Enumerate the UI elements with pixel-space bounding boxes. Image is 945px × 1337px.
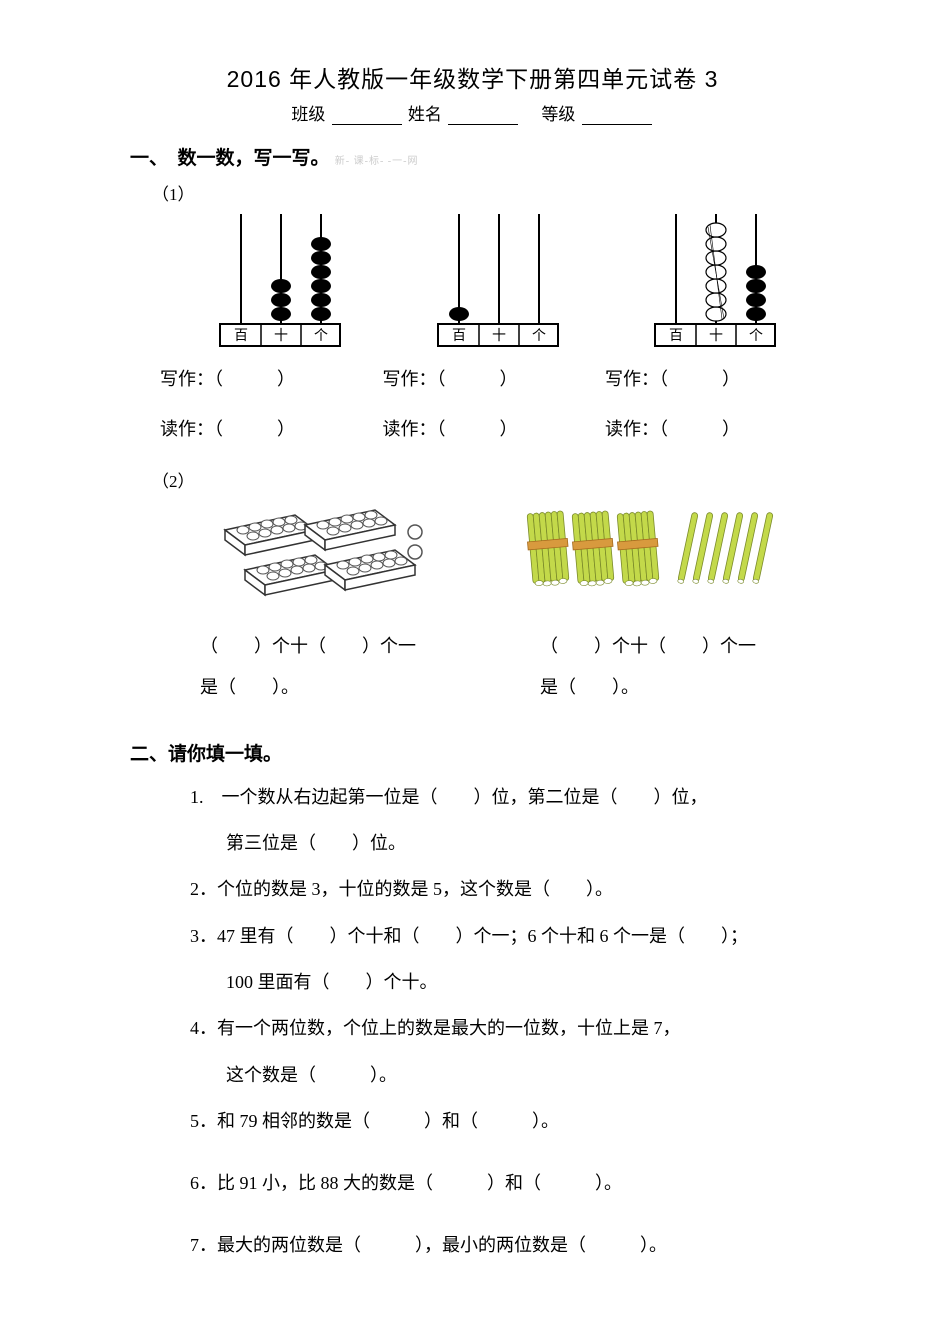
read-1[interactable]: 读作：（ ）: [160, 415, 370, 441]
page-title: 2016 年人教版一年级数学下册第四单元试卷 3: [130, 60, 815, 94]
abacus-icon: 百 十 个: [215, 209, 345, 349]
egg-carton-icon: [215, 502, 435, 602]
name-label: 姓名: [408, 105, 442, 124]
eggs-group: （ ）个十（ ）个一 是（ ）。: [190, 502, 460, 709]
fill-item-3b[interactable]: 100 里面有（ ）个十。: [190, 961, 815, 1003]
abacus-icon: 百 十 个: [433, 209, 563, 349]
write-row: 写作：（ ） 写作：（ ） 写作：（ ）: [130, 365, 815, 391]
fill-item-1[interactable]: 1. 一个数从右边起第一位是（ ）位，第二位是（ ）位，: [190, 776, 815, 818]
svg-text:十: 十: [709, 328, 723, 344]
grade-label: 等级: [541, 105, 575, 124]
fill-item-4b[interactable]: 这个数是（ ）。: [190, 1054, 815, 1096]
section-2-heading: 二、请你填一填。: [130, 739, 815, 766]
abacus-icon: 百 十 个: [650, 209, 780, 349]
fill-item-6[interactable]: 6．比 91 小，比 88 大的数是（ ）和（ ）。: [190, 1162, 815, 1204]
q2-number: （2）: [152, 467, 815, 492]
svg-text:个: 个: [749, 328, 763, 344]
svg-text:十: 十: [492, 328, 506, 344]
abacus-row: 百 十 个: [130, 209, 815, 349]
write-2[interactable]: 写作：（ ）: [383, 365, 593, 391]
eggs-text[interactable]: （ ）个十（ ）个一 是（ ）。: [190, 626, 460, 709]
q2-row: （ ）个十（ ）个一 是（ ）。: [130, 502, 815, 709]
sticks-group: （ ）个十（ ）个一 是（ ）。: [530, 502, 800, 709]
write-1[interactable]: 写作：（ ）: [160, 365, 370, 391]
sticks-text[interactable]: （ ）个十（ ）个一 是（ ）。: [530, 626, 800, 709]
header-fields: 班级 姓名 等级: [130, 100, 815, 125]
q1-number: （1）: [152, 180, 815, 205]
section-1-heading: 一、 数一数，写一写。 新- 课-标- -一-网: [130, 143, 815, 170]
svg-text:百: 百: [669, 328, 683, 344]
write-3[interactable]: 写作：（ ）: [605, 365, 815, 391]
grade-blank[interactable]: [582, 107, 652, 125]
svg-text:个: 个: [314, 328, 328, 344]
fill-item-7[interactable]: 7．最大的两位数是（ ），最小的两位数是（ ）。: [190, 1224, 815, 1266]
read-2[interactable]: 读作：（ ）: [383, 415, 593, 441]
fill-item-5[interactable]: 5．和 79 相邻的数是（ ）和（ ）。: [190, 1100, 815, 1142]
sticks-icon: [525, 502, 805, 602]
read-row: 读作：（ ） 读作：（ ） 读作：（ ）: [130, 415, 815, 441]
fill-item-4[interactable]: 4．有一个两位数，个位上的数是最大的一位数，十位上是 7，: [190, 1007, 815, 1049]
svg-text:百: 百: [452, 328, 466, 344]
abacus-2: 百 十 个: [408, 209, 588, 349]
fill-item-1b[interactable]: 第三位是（ ）位。: [190, 822, 815, 864]
class-label: 班级: [291, 105, 325, 124]
section-1-heading-text: 一、 数一数，写一写。: [130, 148, 330, 169]
name-blank[interactable]: [448, 107, 518, 125]
abacus-3: 百 十 个: [625, 209, 805, 349]
abacus-1: 百 十 个: [190, 209, 370, 349]
svg-text:个: 个: [532, 328, 546, 344]
svg-text:十: 十: [274, 328, 288, 344]
class-blank[interactable]: [332, 107, 402, 125]
svg-text:百: 百: [234, 328, 248, 344]
fill-item-3[interactable]: 3．47 里有（ ）个十和（ ）个一；6 个十和 6 个一是（ ）；: [190, 915, 815, 957]
fill-list: 1. 一个数从右边起第一位是（ ）位，第二位是（ ）位， 第三位是（ ）位。 2…: [130, 776, 815, 1267]
read-3[interactable]: 读作：（ ）: [605, 415, 815, 441]
fill-item-2[interactable]: 2．个位的数是 3，十位的数是 5，这个数是（ ）。: [190, 868, 815, 910]
watermark-text: 新- 课-标- -一-网: [335, 156, 419, 167]
